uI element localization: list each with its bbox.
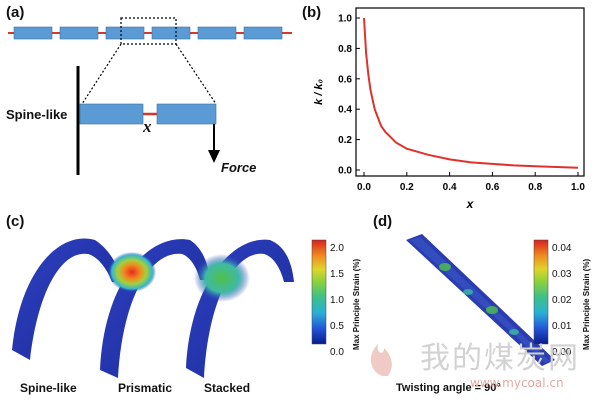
colorbar-c-ticks: 2.0 1.5 1.0 0.5 0.0 [330,236,344,358]
panel-d-simulation [406,234,555,366]
panel-c-label: (c) [6,213,25,230]
watermark-url: www.mycoal.cn [470,376,564,390]
colorbar-c [311,239,327,345]
y-tick-label: 0.8 [338,44,352,55]
zoom-line-left [81,43,122,105]
panel-a-diagram [8,17,292,175]
colorbar-d-tick: 0.04 [552,243,572,254]
colorbar-d-gradient [533,239,549,345]
y-tick-label: 0.0 [338,166,352,177]
y-axis-label: k / k₀ [313,79,325,105]
chain-block [105,26,145,40]
colorbar-d [533,239,549,345]
colorbar-d-tick: 0.03 [552,269,572,280]
x-tick-label: 0.6 [485,182,499,193]
colorbar-c-tick: 2.0 [330,243,344,254]
series-line [363,17,579,169]
x-variable-label: x [143,117,152,136]
stacked-band [186,239,294,378]
colorbar-d-tick: 0.01 [552,321,572,332]
y-tick-label: 1.0 [338,14,352,25]
chain-block [59,26,99,40]
zoom-block-right [156,103,217,125]
caption-stacked: Stacked [204,381,251,395]
prismatic-hotspot [108,252,156,292]
colorbar-c-tick: 0.0 [330,347,344,358]
strain-spot [486,306,498,314]
twisting-angle-caption: Twisting angle = 90° [396,382,501,394]
zoom-selection-box [120,17,177,45]
x-tick-label: 0.8 [528,182,542,193]
panel-a-label: (a) [6,4,25,21]
colorbar-d-tick: 0.00 [552,347,572,358]
x-tick-label: 1.0 [571,182,585,193]
y-tick-label: 0.6 [338,74,352,85]
x-tick-label: 0.2 [400,182,414,193]
colorbar-c-title: Max Principle Strain (%) [352,258,361,350]
panel-b-label: (b) [302,4,322,21]
y-tick-label: 0.4 [338,105,352,116]
colorbar-d-tick: 0.02 [552,295,572,306]
chain-block [13,26,53,40]
strain-spot [463,289,473,295]
spine-like-band [12,238,122,360]
strain-spot [509,329,519,335]
plot-frame [355,7,585,177]
colorbar-c-gradient [311,239,327,345]
zoom-line-right [175,43,217,105]
colorbar-c-tick: 1.5 [330,269,344,280]
panel-c-simulation [12,238,294,378]
chain-block [243,26,283,40]
zoom-block-left [79,103,144,125]
colorbar-c-tick: 0.5 [330,321,344,332]
force-label: Force [221,160,257,175]
watermark-text: 我的煤炭网 [420,341,580,376]
force-arrow-head [208,150,220,163]
stacked-strain-area [194,254,250,302]
chain-block [197,26,237,40]
caption-prismatic: Prismatic [118,381,173,395]
chart-k-vs-x: 0.0 0.2 0.4 0.6 0.8 1.0 0.0 0.2 0.4 0.6 0.8 1.0 x k /… [313,7,585,211]
y-tick-label: 0.2 [338,135,352,146]
x-axis-label: x [466,197,475,211]
panel-d-label: (d) [373,213,393,230]
x-tick-label: 0.4 [443,182,457,193]
strain-spot [439,263,451,271]
flame-logo-icon [370,344,392,376]
chain-blocks [13,26,283,40]
x-tick-label: 0.0 [357,182,371,193]
colorbar-d-ticks: 0.04 0.03 0.02 0.01 0.00 [552,236,571,358]
caption-spine-like: Spine-like [20,381,77,395]
colorbar-c-tick: 1.0 [330,295,344,306]
chain-block [151,26,191,40]
colorbar-d-title: Max Principle Strain (%) [582,258,591,350]
spine-like-label: Spine-like [6,107,68,122]
